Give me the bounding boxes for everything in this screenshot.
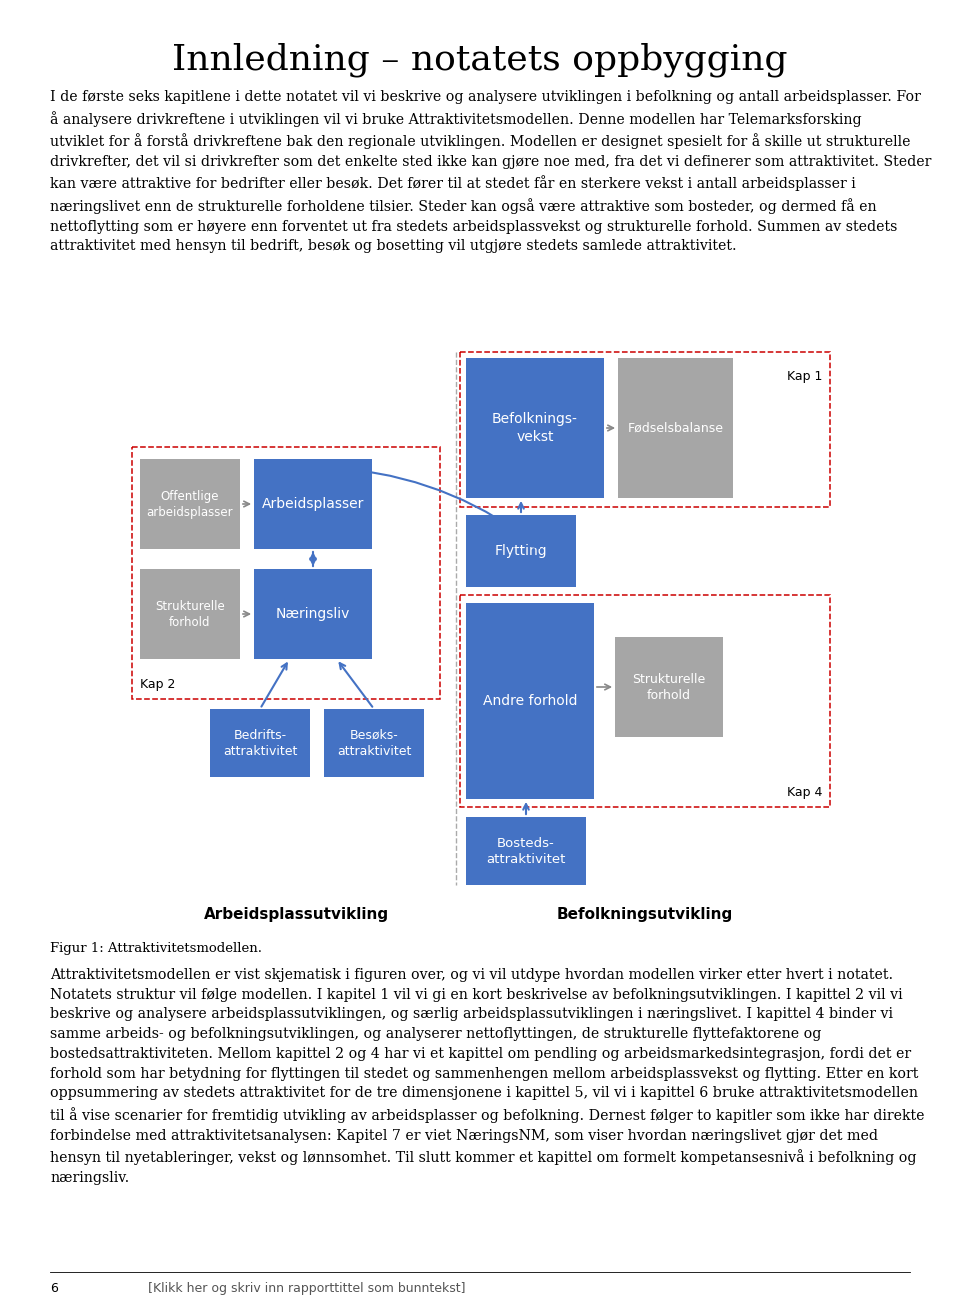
Bar [466, 358, 604, 498]
Text: Bosteds-
attraktivitet: Bosteds- attraktivitet [487, 836, 565, 865]
Bar [618, 358, 733, 498]
Bar [254, 569, 372, 659]
Text: Besøks-
attraktivitet: Besøks- attraktivitet [337, 729, 411, 757]
Bar [466, 604, 594, 800]
Text: Fødselsbalanse: Fødselsbalanse [628, 422, 724, 434]
Text: Offentlige
arbeidsplasser: Offentlige arbeidsplasser [147, 489, 233, 518]
Text: Befolknings-
vekst: Befolknings- vekst [492, 413, 578, 443]
Bar [140, 569, 240, 659]
Text: Kap 1: Kap 1 [786, 370, 822, 383]
Bar [132, 447, 440, 700]
Text: Arbeidsplassutvikling: Arbeidsplassutvikling [204, 907, 389, 922]
Text: [Klikk her og skriv inn rapporttittel som bunntekst]: [Klikk her og skriv inn rapporttittel so… [148, 1282, 466, 1295]
Text: Figur 1: Attraktivitetsmodellen.: Figur 1: Attraktivitetsmodellen. [50, 942, 262, 955]
Bar [254, 459, 372, 548]
Text: Næringsliv: Næringsliv [276, 608, 350, 621]
Text: Innledning – notatets oppbygging: Innledning – notatets oppbygging [172, 42, 788, 76]
Bar [460, 594, 830, 807]
Bar [210, 709, 310, 777]
Text: Attraktivitetsmodellen er vist skjematisk i figuren over, og vi vil utdype hvord: Attraktivitetsmodellen er vist skjematis… [50, 968, 924, 1185]
Bar [140, 459, 240, 548]
Text: I de første seks kapitlene i dette notatet vil vi beskrive og analysere utviklin: I de første seks kapitlene i dette notat… [50, 89, 931, 254]
Text: Flytting: Flytting [494, 544, 547, 558]
Text: Befolkningsutvikling: Befolkningsutvikling [557, 907, 733, 922]
Bar [466, 515, 576, 586]
Text: 6: 6 [50, 1282, 58, 1295]
Text: Arbeidsplasser: Arbeidsplasser [262, 497, 364, 512]
Bar [615, 636, 723, 736]
Text: Strukturelle
forhold: Strukturelle forhold [633, 672, 706, 701]
Text: Strukturelle
forhold: Strukturelle forhold [156, 600, 225, 629]
Text: Andre forhold: Andre forhold [483, 694, 577, 707]
Text: Kap 4: Kap 4 [786, 786, 822, 800]
Bar [324, 709, 424, 777]
Text: Bedrifts-
attraktivitet: Bedrifts- attraktivitet [223, 729, 298, 757]
Bar [466, 817, 586, 885]
Text: Kap 2: Kap 2 [140, 679, 176, 690]
Bar [460, 352, 830, 508]
